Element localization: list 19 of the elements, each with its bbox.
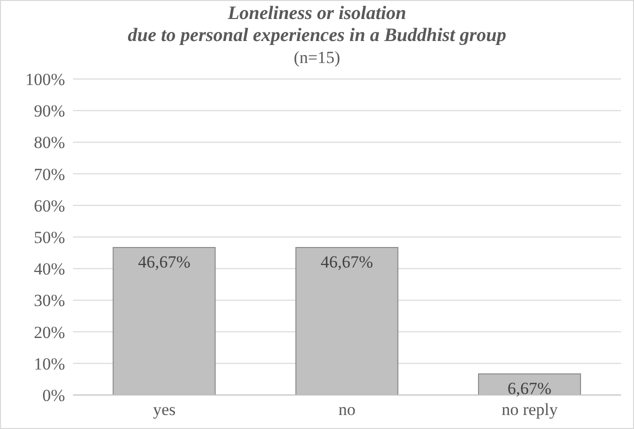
y-tick-label: 70%: [34, 164, 65, 184]
x-tick-label: no: [338, 400, 356, 420]
y-tick-label: 10%: [34, 354, 65, 374]
chart-subtitle: (n=15): [292, 47, 342, 69]
y-tick-label: 20%: [34, 322, 65, 342]
y-tick-label: 50%: [34, 228, 65, 248]
y-tick-label: 90%: [34, 102, 65, 121]
y-tick-label: 60%: [34, 196, 65, 216]
y-tick-label: 0%: [42, 386, 65, 406]
y-tick-label: 30%: [34, 291, 65, 310]
y-tick-label: 80%: [34, 133, 65, 152]
x-tick-label: yes: [152, 400, 176, 420]
x-tick-label: no reply: [502, 400, 558, 420]
data-label: 46,67%: [320, 252, 374, 272]
y-tick-label: 40%: [34, 260, 65, 279]
data-label: 6,67%: [508, 378, 552, 398]
chart-title: Loneliness or isolation due to personal experiences in a Buddhist group: [126, 3, 508, 47]
y-tick-label: 100%: [25, 70, 65, 90]
data-label: 46,67%: [138, 252, 190, 272]
